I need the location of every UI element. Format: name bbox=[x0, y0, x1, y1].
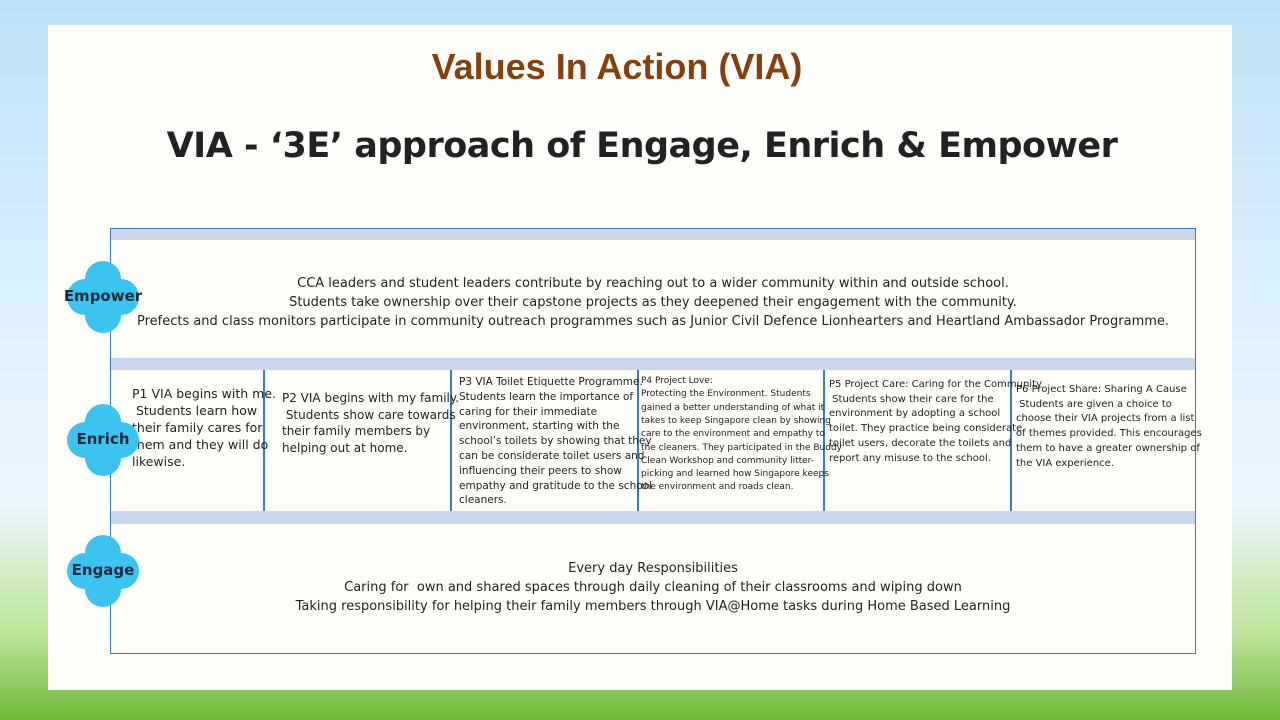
cell-text: them to have a greater ownership of bbox=[1016, 442, 1200, 454]
cell-text: cleaners. bbox=[459, 494, 507, 507]
row-text: Every day Responsibilities bbox=[568, 561, 738, 576]
badge bbox=[67, 404, 139, 476]
cell-divider bbox=[450, 370, 452, 511]
badge-label: Empower bbox=[63, 287, 143, 305]
cell-text: likewise. bbox=[132, 454, 186, 469]
cell-text: Students are given a choice to bbox=[1016, 398, 1172, 410]
cell-text: the VIA experience. bbox=[1016, 457, 1115, 469]
badge bbox=[67, 261, 139, 333]
cell-text: toilet users, decorate the toilets and bbox=[829, 437, 1012, 449]
cell-text: P5 Project Care: Caring for the Communit… bbox=[829, 379, 1042, 390]
cell-text: gained a better understanding of what it bbox=[641, 402, 825, 413]
cell-text: environment by adopting a school bbox=[829, 408, 1001, 420]
strip bbox=[111, 511, 1195, 524]
row-text: Prefects and class monitors participate … bbox=[136, 314, 1170, 329]
cell-text: Students learn how bbox=[132, 403, 258, 418]
strip bbox=[111, 358, 1195, 370]
cell-text: picking and learned how Singapore keeps bbox=[641, 469, 829, 480]
cell-text: Clean Workshop and community litter- bbox=[641, 455, 815, 466]
subtitle: VIA - ‘3E’ approach of Engage, Enrich & … bbox=[166, 126, 1118, 166]
cell-text: takes to keep Singapore clean by showing bbox=[641, 415, 831, 426]
cell-text: P6 Project Share: Sharing A Cause bbox=[1016, 384, 1187, 395]
badge bbox=[67, 535, 139, 607]
cell-text: care to the environment and empathy to bbox=[641, 429, 825, 440]
cell-text: environment, starting with the bbox=[459, 420, 620, 433]
strip bbox=[111, 229, 1195, 240]
panel bbox=[48, 25, 1232, 690]
cell-text: P2 VIA begins with my family. bbox=[282, 391, 460, 405]
cell-text: influencing their peers to show bbox=[459, 464, 622, 477]
cell-text: choose their VIA projects from a list bbox=[1016, 413, 1195, 425]
cell-text: their family cares for bbox=[132, 420, 263, 435]
row-text: CCA leaders and student leaders contribu… bbox=[297, 276, 1009, 291]
cell-text: school’s toilets by showing that they bbox=[459, 435, 652, 448]
cell-text: Students show their care for the bbox=[829, 393, 994, 405]
row-text: Taking responsibility for helping their … bbox=[295, 599, 1011, 614]
cell-divider bbox=[1010, 370, 1012, 511]
row-text: Students take ownership over their capst… bbox=[289, 295, 1017, 310]
cell-text: Students show care towards bbox=[282, 407, 456, 422]
cell-text: them and they will do bbox=[132, 437, 269, 452]
cell-text: P4 Project Love: bbox=[641, 376, 713, 386]
cell-text: helping out at home. bbox=[282, 440, 408, 455]
cell-text: P3 VIA Toilet Etiquette Programme. bbox=[459, 376, 643, 388]
cell-text: the cleaners. They participated in the B… bbox=[641, 442, 843, 453]
cell-text: Students learn the importance of bbox=[459, 390, 634, 403]
cell-text: the environment and roads clean. bbox=[641, 482, 794, 493]
cell-text: P1 VIA begins with me. bbox=[132, 386, 277, 401]
title: Values In Action (VIA) bbox=[431, 46, 803, 87]
cell-text: Protecting the Environment. Students bbox=[641, 389, 811, 400]
cell-divider bbox=[263, 370, 265, 511]
cell-divider bbox=[823, 370, 825, 511]
badge-label: Engage bbox=[71, 561, 135, 579]
cell-text: report any misuse to the school. bbox=[829, 452, 991, 464]
cell-divider bbox=[637, 370, 639, 511]
cell-text: caring for their immediate bbox=[459, 405, 598, 418]
badge-label: Enrich bbox=[76, 430, 130, 448]
cell-text: their family members by bbox=[282, 424, 431, 438]
cell-text: toilet. They practice being considerate bbox=[829, 423, 1023, 435]
cell-text: can be considerate toilet users and bbox=[459, 450, 645, 462]
cell-text: empathy and gratitude to the school bbox=[459, 479, 652, 492]
cell-text: of themes provided. This encourages bbox=[1016, 428, 1202, 440]
row-text: Caring for own and shared spaces through… bbox=[344, 580, 962, 595]
